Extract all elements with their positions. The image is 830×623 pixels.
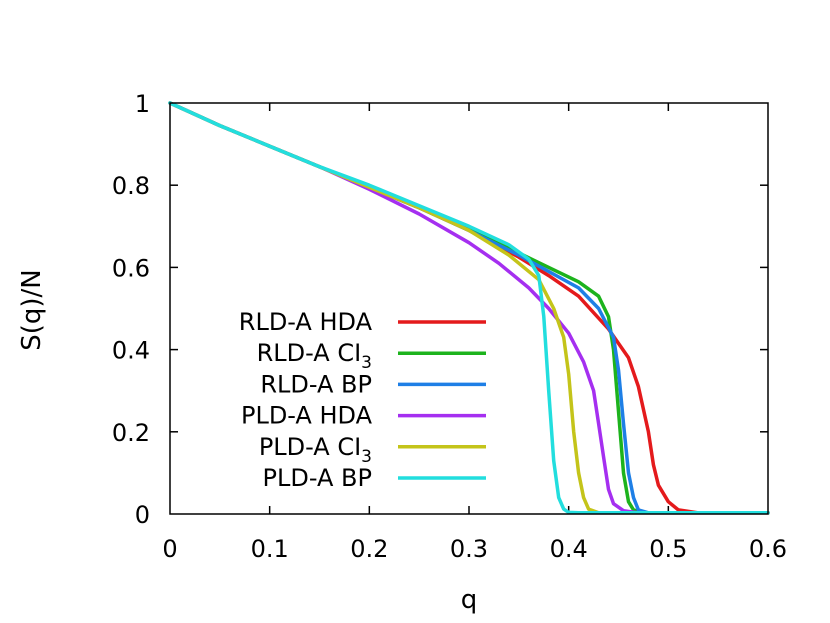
x-tick-label: 0.6 <box>749 535 787 563</box>
x-tick-label: 0.4 <box>550 535 588 563</box>
y-tick-label: 0.8 <box>112 172 150 200</box>
tick-layer: 0 0.1 0.2 0.3 0.4 0.5 0.6 0 0.2 0.4 0.6 0.8 1 <box>112 90 787 563</box>
x-tick-label: 0.5 <box>649 535 687 563</box>
legend-label-subscript: 3 <box>361 447 372 467</box>
y-tick-label: 0 <box>135 501 150 529</box>
legend-label-main: PLD-A HDA <box>241 402 373 430</box>
legend-label-main: PLD-A BP <box>263 464 372 492</box>
x-tick-label: 0 <box>162 535 177 563</box>
y-tick-label: 0.2 <box>112 419 150 447</box>
y-tick-label: 1 <box>135 90 150 118</box>
y-tick-label: 0.6 <box>112 254 150 282</box>
legend-label-4: PLD-A HDA <box>241 402 373 430</box>
legend-label-6: PLD-A BP <box>263 464 372 492</box>
series-layer <box>168 101 770 515</box>
series-line-6 <box>168 101 770 515</box>
legend-label-3: RLD-A BP <box>260 370 372 398</box>
x-axis-label: q <box>461 585 478 615</box>
x-tick-label: 0.1 <box>251 535 289 563</box>
legend-label-2: RLD-A CI3 <box>257 339 372 373</box>
legend-label-main: PLD-A CI <box>259 433 361 461</box>
x-tick-label: 0.2 <box>350 535 388 563</box>
legend-label-main: RLD-A HDA <box>239 308 373 336</box>
legend-label-main: RLD-A CI <box>257 339 362 367</box>
plot-frame <box>169 102 769 515</box>
legend-label-5: PLD-A CI3 <box>259 433 372 467</box>
x-tick-label: 0.3 <box>450 535 488 563</box>
legend-label-1: RLD-A HDA <box>239 308 373 336</box>
legend-label-main: RLD-A BP <box>260 370 372 398</box>
y-axis-label: S(q)/N <box>17 269 47 351</box>
legend-label-subscript: 3 <box>361 353 372 373</box>
y-tick-label: 0.4 <box>112 337 150 365</box>
